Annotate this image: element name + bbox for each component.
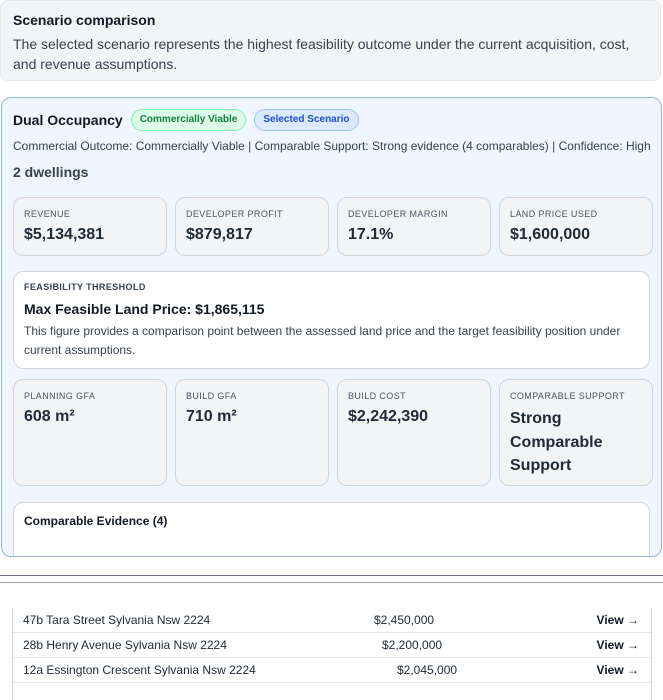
metric-label: Planning GFA	[24, 391, 96, 401]
metric-value: $1,600,000	[510, 226, 591, 243]
scenario-name: Dual Occupancy	[13, 112, 123, 128]
panel-description: The selected scenario represents the hig…	[13, 36, 630, 72]
comparable-address: 28b Henry Avenue Sylvania Nsw 2224	[23, 638, 227, 652]
view-comparable-link[interactable]: View →	[596, 638, 639, 652]
metric-label: Developer Margin	[348, 209, 448, 219]
metric-value: $879,817	[186, 226, 253, 243]
metric-card-land-price: Land Price Used $1,600,000	[499, 197, 653, 256]
metric-card-developer-margin: Developer Margin 17.1%	[337, 197, 491, 256]
metric-card-planning-gfa: Planning GFA 608 m²	[13, 379, 167, 486]
metric-label: Land Price Used	[510, 209, 598, 219]
metrics-grid: Revenue $5,134,381 Developer Profit $879…	[13, 197, 653, 256]
metric-value: Strong Comparable Support	[510, 410, 603, 474]
view-comparable-link[interactable]: View →	[596, 613, 639, 627]
comparables-table: 47b Tara Street Sylvania Nsw 2224 $2,450…	[12, 608, 652, 700]
table-row: 47b Tara Street Sylvania Nsw 2224 $2,450…	[13, 608, 651, 633]
divider	[0, 582, 663, 583]
metric-value: 608 m²	[24, 408, 75, 425]
metric-value: $2,242,390	[348, 408, 429, 425]
metric-card-revenue: Revenue $5,134,381	[13, 197, 167, 256]
comparable-address: 12a Essington Crescent Sylvania Nsw 2224	[23, 663, 256, 677]
dwelling-count: 2 dwellings	[13, 164, 89, 180]
metric-card-build-gfa: Build GFA 710 m²	[175, 379, 329, 486]
comparable-price: $2,450,000	[374, 613, 435, 627]
metric-card-developer-profit: Developer Profit $879,817	[175, 197, 329, 256]
metric-card-build-cost: Build Cost $2,242,390	[337, 379, 491, 486]
metric-label: Build GFA	[186, 391, 237, 401]
scenario-header: Dual Occupancy Commercially Viable Selec…	[13, 109, 650, 131]
metric-label: Build Cost	[348, 391, 407, 401]
max-feasible-land-price: Max Feasible Land Price: $1,865,115	[24, 301, 265, 317]
panel-title: Scenario comparison	[13, 12, 156, 28]
comparable-price: $2,200,000	[382, 638, 443, 652]
comparable-address: 47b Tara Street Sylvania Nsw 2224	[23, 613, 211, 627]
selected-scenario-badge: Selected Scenario	[254, 109, 359, 131]
threshold-description: This figure provides a comparison point …	[24, 324, 621, 357]
metric-label: Comparable Support	[510, 391, 625, 401]
scenario-comparison-panel: Scenario comparison The selected scenari…	[0, 0, 661, 81]
comparable-evidence-title: Comparable Evidence (4)	[24, 514, 168, 528]
scenario-card: Dual Occupancy Commercially Viable Selec…	[1, 97, 662, 557]
viability-badge: Commercially Viable	[130, 109, 247, 131]
commercial-outcome-summary: Commercial Outcome: Commercially Viable …	[13, 139, 651, 153]
divider	[0, 575, 663, 576]
feasibility-threshold-card: Feasibility Threshold Max Feasible Land …	[13, 271, 650, 369]
metric-card-comparable-support: Comparable Support Strong Comparable Sup…	[499, 379, 653, 486]
metric-value: 17.1%	[348, 226, 394, 243]
table-row: 12a Essington Crescent Sylvania Nsw 2224…	[13, 658, 651, 683]
metric-label: Revenue	[24, 209, 71, 219]
planning-grid: Planning GFA 608 m² Build GFA 710 m² Bui…	[13, 379, 653, 486]
metric-value: $5,134,381	[24, 226, 105, 243]
view-comparable-link[interactable]: View →	[596, 663, 639, 677]
comparable-evidence-section: Comparable Evidence (4)	[13, 502, 650, 556]
metric-label: Developer Profit	[186, 209, 283, 219]
metric-value: 710 m²	[186, 408, 237, 425]
comparable-price: $2,045,000	[397, 663, 458, 677]
threshold-label: Feasibility Threshold	[24, 282, 146, 292]
table-row: 28b Henry Avenue Sylvania Nsw 2224 $2,20…	[13, 633, 651, 658]
